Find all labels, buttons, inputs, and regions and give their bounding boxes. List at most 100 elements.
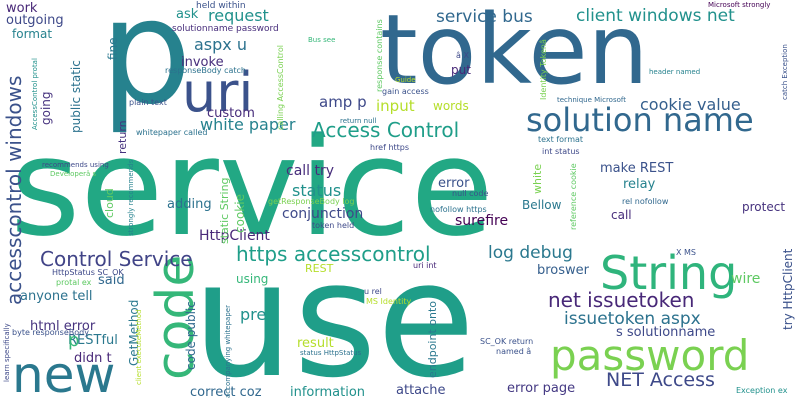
word-named-a: named â xyxy=(496,347,532,356)
word-cookie-value: cookie value xyxy=(640,95,741,114)
word-p: p xyxy=(100,0,193,137)
word-code-public: code public xyxy=(184,301,198,370)
word-control-service: Control Service xyxy=(40,247,193,271)
word-p-small: p xyxy=(68,330,80,351)
word-call-try: call try xyxy=(286,163,335,179)
word-format: format xyxy=(12,27,53,41)
word-learn-specifically: learn specifically xyxy=(3,323,11,382)
word-surefire: surefire xyxy=(455,213,509,229)
word-result: result xyxy=(297,336,334,351)
word-solutionname-password: solutionname password xyxy=(172,24,279,34)
word-bus-see: Bus see xyxy=(308,36,336,44)
word-s-solutionname: s solutionname xyxy=(616,325,716,340)
word-error: error xyxy=(438,176,470,191)
word-pre: pre xyxy=(240,305,267,324)
word-password: password xyxy=(550,331,750,380)
word-rest: REST xyxy=(305,262,334,275)
word-uri-int: uri int xyxy=(413,261,437,270)
word-microsoft-strongly: Microsoft strongly xyxy=(708,1,771,9)
word-uri: uri xyxy=(182,61,254,124)
word-aspx-u: aspx u xyxy=(194,35,247,54)
word-request: request xyxy=(208,6,269,25)
word-static-string: static String xyxy=(218,177,231,244)
word-sc-ok-return: SC_OK return xyxy=(480,337,534,346)
word-httpstatus-sc-ok: HttpStatus SC_OK xyxy=(52,268,124,277)
word-calling-accesscontrol: calling AccessControl xyxy=(276,45,285,130)
word-client-executemethod: client executeMethod xyxy=(135,309,143,385)
word-ms-identity: MS Identity xyxy=(366,297,412,306)
word-nofollow-https: nofollow https xyxy=(430,205,487,214)
word-service-bus: service bus xyxy=(436,7,533,27)
word-custom: custom xyxy=(207,106,255,121)
word-public-static: public static xyxy=(69,60,83,133)
word-ask: ask xyxy=(176,7,199,22)
word-protal-ex: protal ex xyxy=(56,278,92,287)
word-guide: Guide xyxy=(395,76,416,84)
word-status-httpstatus: status HttpStatus xyxy=(300,349,362,357)
word-using: using xyxy=(236,272,269,286)
word-endpoint-onto: endpoint onto xyxy=(426,300,439,378)
word-net-issuetoken: net issuetoken xyxy=(548,288,695,312)
word-reference-cookie: reference cookie xyxy=(569,163,578,230)
word-byte-responsebody: byte responseBody xyxy=(12,328,89,337)
word-cookie: cookie xyxy=(233,194,247,233)
word-return-null: return null xyxy=(340,117,377,125)
word-href-https: href https xyxy=(370,143,410,152)
word-solution-name: solution name xyxy=(526,101,754,139)
word-wire: wire xyxy=(731,271,761,287)
word-response-contains: response contains xyxy=(375,19,384,92)
word-new: new xyxy=(12,346,116,400)
word-plain-text: plain text xyxy=(129,98,167,107)
word-didn-t: didn t xyxy=(74,351,112,366)
word-exception-ex: Exception ex xyxy=(736,386,788,395)
word-text-format: text format xyxy=(538,135,584,144)
word-accompanying-whitepaper: accompanying whitepaper xyxy=(224,305,232,398)
word-strongly-recommends: strongly recommends xyxy=(127,159,135,236)
word-relay: relay xyxy=(623,177,656,192)
word-rel-nofollow: rel nofollow xyxy=(622,197,669,206)
word-log-debug: log debug xyxy=(488,243,573,263)
word-whitepaper-called: whitepaper called xyxy=(136,128,208,137)
word-a-x: â X xyxy=(456,51,469,60)
word-responsebody-catch: responseBody catch xyxy=(165,66,246,75)
word-x-ms: X MS xyxy=(676,248,697,257)
word-httpclient: HttpClient xyxy=(199,228,270,244)
word-conjunction: conjunction xyxy=(282,206,364,222)
word-return: return xyxy=(116,120,129,154)
word-use: use xyxy=(192,226,476,400)
word-html-error: html error xyxy=(30,319,96,334)
word-correct-coz: correct coz xyxy=(190,385,262,400)
word-restful: RESTful xyxy=(68,333,118,348)
word-u-rel: u rel xyxy=(364,287,382,296)
word-outgoing: outgoing xyxy=(6,13,64,28)
word-string: String xyxy=(600,246,738,300)
word-service: service xyxy=(10,109,494,266)
word-put: put xyxy=(451,63,471,77)
word-cloud: cloud xyxy=(103,188,116,218)
word-error-page: error page xyxy=(507,381,576,396)
word-catch-exception: catch Exception xyxy=(781,44,789,100)
word-make-rest: make REST xyxy=(600,161,674,176)
word-amp-p: amp p xyxy=(319,93,367,111)
word-work: work xyxy=(6,1,38,16)
word-try-httpclient: try HttpClient xyxy=(781,248,795,330)
word-accesscontrol-windows: accesscontrol windows xyxy=(2,75,26,305)
word-attache: attache xyxy=(396,383,446,398)
word-held-within: held within xyxy=(196,1,246,11)
word-issuetoken-aspx: issuetoken aspx xyxy=(564,309,701,329)
word-bellow: Bellow xyxy=(522,198,562,212)
word-call: call xyxy=(611,208,632,222)
word-net-access: NET Access xyxy=(606,369,715,391)
word-client-windows-net: client windows net xyxy=(576,6,735,26)
word-identity-token: Identity Tokenâ xyxy=(539,39,548,100)
word-information: information xyxy=(290,385,366,400)
word-adding: adding xyxy=(167,197,212,212)
word-status: status xyxy=(292,181,342,200)
word-said: said xyxy=(98,273,125,288)
word-anyone-tell: anyone tell xyxy=(20,289,93,304)
word-token: token xyxy=(380,0,649,106)
word-null-code: null code xyxy=(452,189,489,198)
word-int-status: int status xyxy=(542,147,580,156)
word-fine: fine xyxy=(106,37,120,60)
word-token-held: token held xyxy=(312,221,355,230)
